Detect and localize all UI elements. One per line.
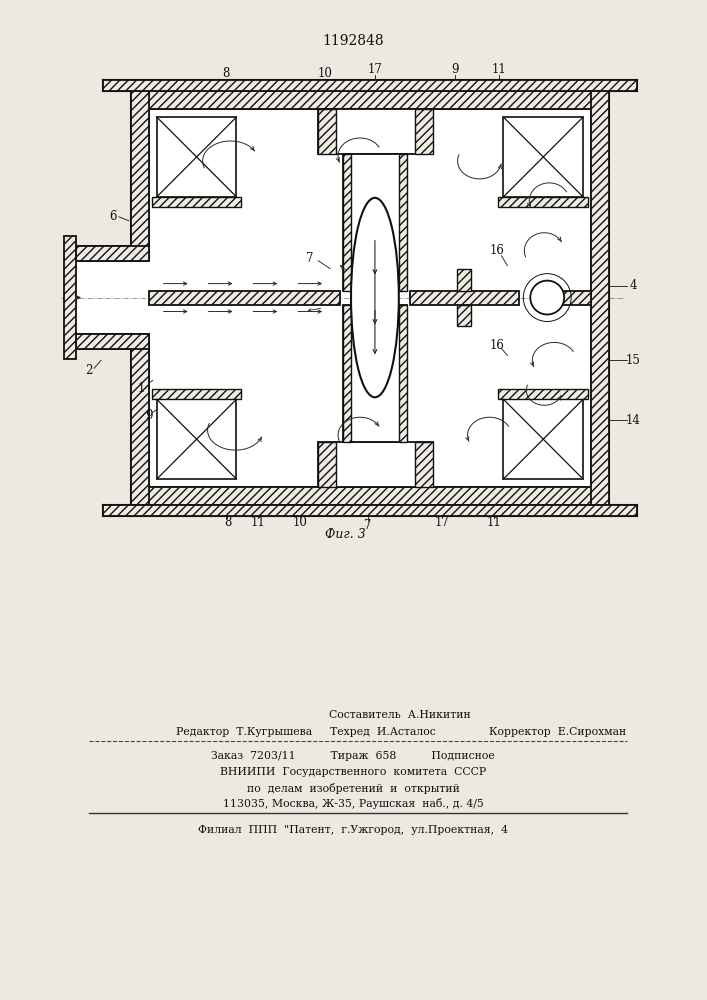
- Bar: [131, 91, 609, 109]
- Bar: [410, 291, 520, 305]
- Circle shape: [530, 281, 564, 315]
- Bar: [503, 399, 583, 479]
- Bar: [399, 154, 407, 291]
- Bar: [343, 154, 351, 291]
- Bar: [591, 91, 609, 505]
- Text: 7: 7: [306, 252, 314, 265]
- Text: Фиг. 3: Фиг. 3: [325, 528, 366, 541]
- Text: 16: 16: [490, 244, 505, 257]
- Bar: [131, 334, 148, 505]
- Text: ВНИИПИ  Государственного  комитета  СССР: ВНИИПИ Государственного комитета СССР: [220, 767, 486, 777]
- Text: 14: 14: [626, 414, 641, 427]
- Text: по  делам  изобретений  и  открытий: по делам изобретений и открытий: [247, 783, 460, 794]
- Bar: [498, 389, 588, 399]
- Text: 8: 8: [224, 516, 231, 529]
- Bar: [318, 442, 336, 487]
- Text: 11: 11: [492, 63, 507, 76]
- Text: Составитель  А.Никитин: Составитель А.Никитин: [329, 710, 471, 720]
- Bar: [498, 197, 588, 207]
- Bar: [343, 305, 407, 442]
- Text: 9: 9: [145, 409, 153, 422]
- Text: 17: 17: [368, 63, 382, 76]
- Text: 113035, Москва, Ж-35, Раушская  наб., д. 4/5: 113035, Москва, Ж-35, Раушская наб., д. …: [223, 798, 484, 809]
- Bar: [157, 117, 236, 197]
- Text: 8: 8: [222, 67, 229, 80]
- Bar: [148, 291, 340, 305]
- Bar: [318, 109, 336, 154]
- Bar: [415, 442, 433, 487]
- Bar: [457, 269, 471, 291]
- Bar: [343, 305, 351, 442]
- Bar: [157, 399, 236, 479]
- Text: 17: 17: [434, 516, 449, 529]
- Bar: [103, 80, 637, 91]
- Bar: [503, 117, 583, 197]
- Bar: [64, 236, 76, 359]
- Bar: [148, 109, 591, 487]
- Bar: [103, 505, 637, 516]
- Text: Филиал  ППП  "Патент,  г.Ужгород,  ул.Проектная,  4: Филиал ППП "Патент, г.Ужгород, ул.Проект…: [198, 825, 508, 835]
- Text: 1192848: 1192848: [322, 34, 384, 48]
- Bar: [76, 246, 148, 261]
- Text: 10: 10: [317, 67, 332, 80]
- Bar: [343, 154, 407, 291]
- Text: Заказ  7203/11          Тираж  658          Подписное: Заказ 7203/11 Тираж 658 Подписное: [211, 751, 495, 761]
- Text: 15: 15: [626, 354, 641, 367]
- Bar: [318, 109, 433, 154]
- Bar: [399, 305, 407, 442]
- Text: Техред  И.Асталос: Техред И.Асталос: [330, 727, 436, 737]
- Bar: [76, 261, 148, 334]
- Ellipse shape: [351, 198, 399, 397]
- Text: 16: 16: [490, 339, 505, 352]
- Text: 9: 9: [451, 63, 458, 76]
- Bar: [131, 91, 148, 261]
- Text: 7: 7: [364, 519, 372, 532]
- Text: 2: 2: [86, 364, 93, 377]
- Bar: [554, 291, 591, 305]
- Bar: [415, 109, 433, 154]
- Text: 4: 4: [629, 279, 636, 292]
- Text: Редактор  Т.Кугрышева: Редактор Т.Кугрышева: [176, 727, 312, 737]
- Text: 1: 1: [137, 382, 144, 395]
- Text: Корректор  Е.Сирохман: Корректор Е.Сирохман: [489, 727, 626, 737]
- Bar: [76, 334, 148, 349]
- Text: 10: 10: [293, 516, 308, 529]
- Bar: [152, 197, 242, 207]
- Text: 11: 11: [251, 516, 266, 529]
- Bar: [131, 487, 609, 505]
- Text: 6: 6: [109, 210, 117, 223]
- Bar: [152, 389, 242, 399]
- Bar: [457, 305, 471, 326]
- Text: 11: 11: [487, 516, 502, 529]
- Bar: [318, 442, 433, 487]
